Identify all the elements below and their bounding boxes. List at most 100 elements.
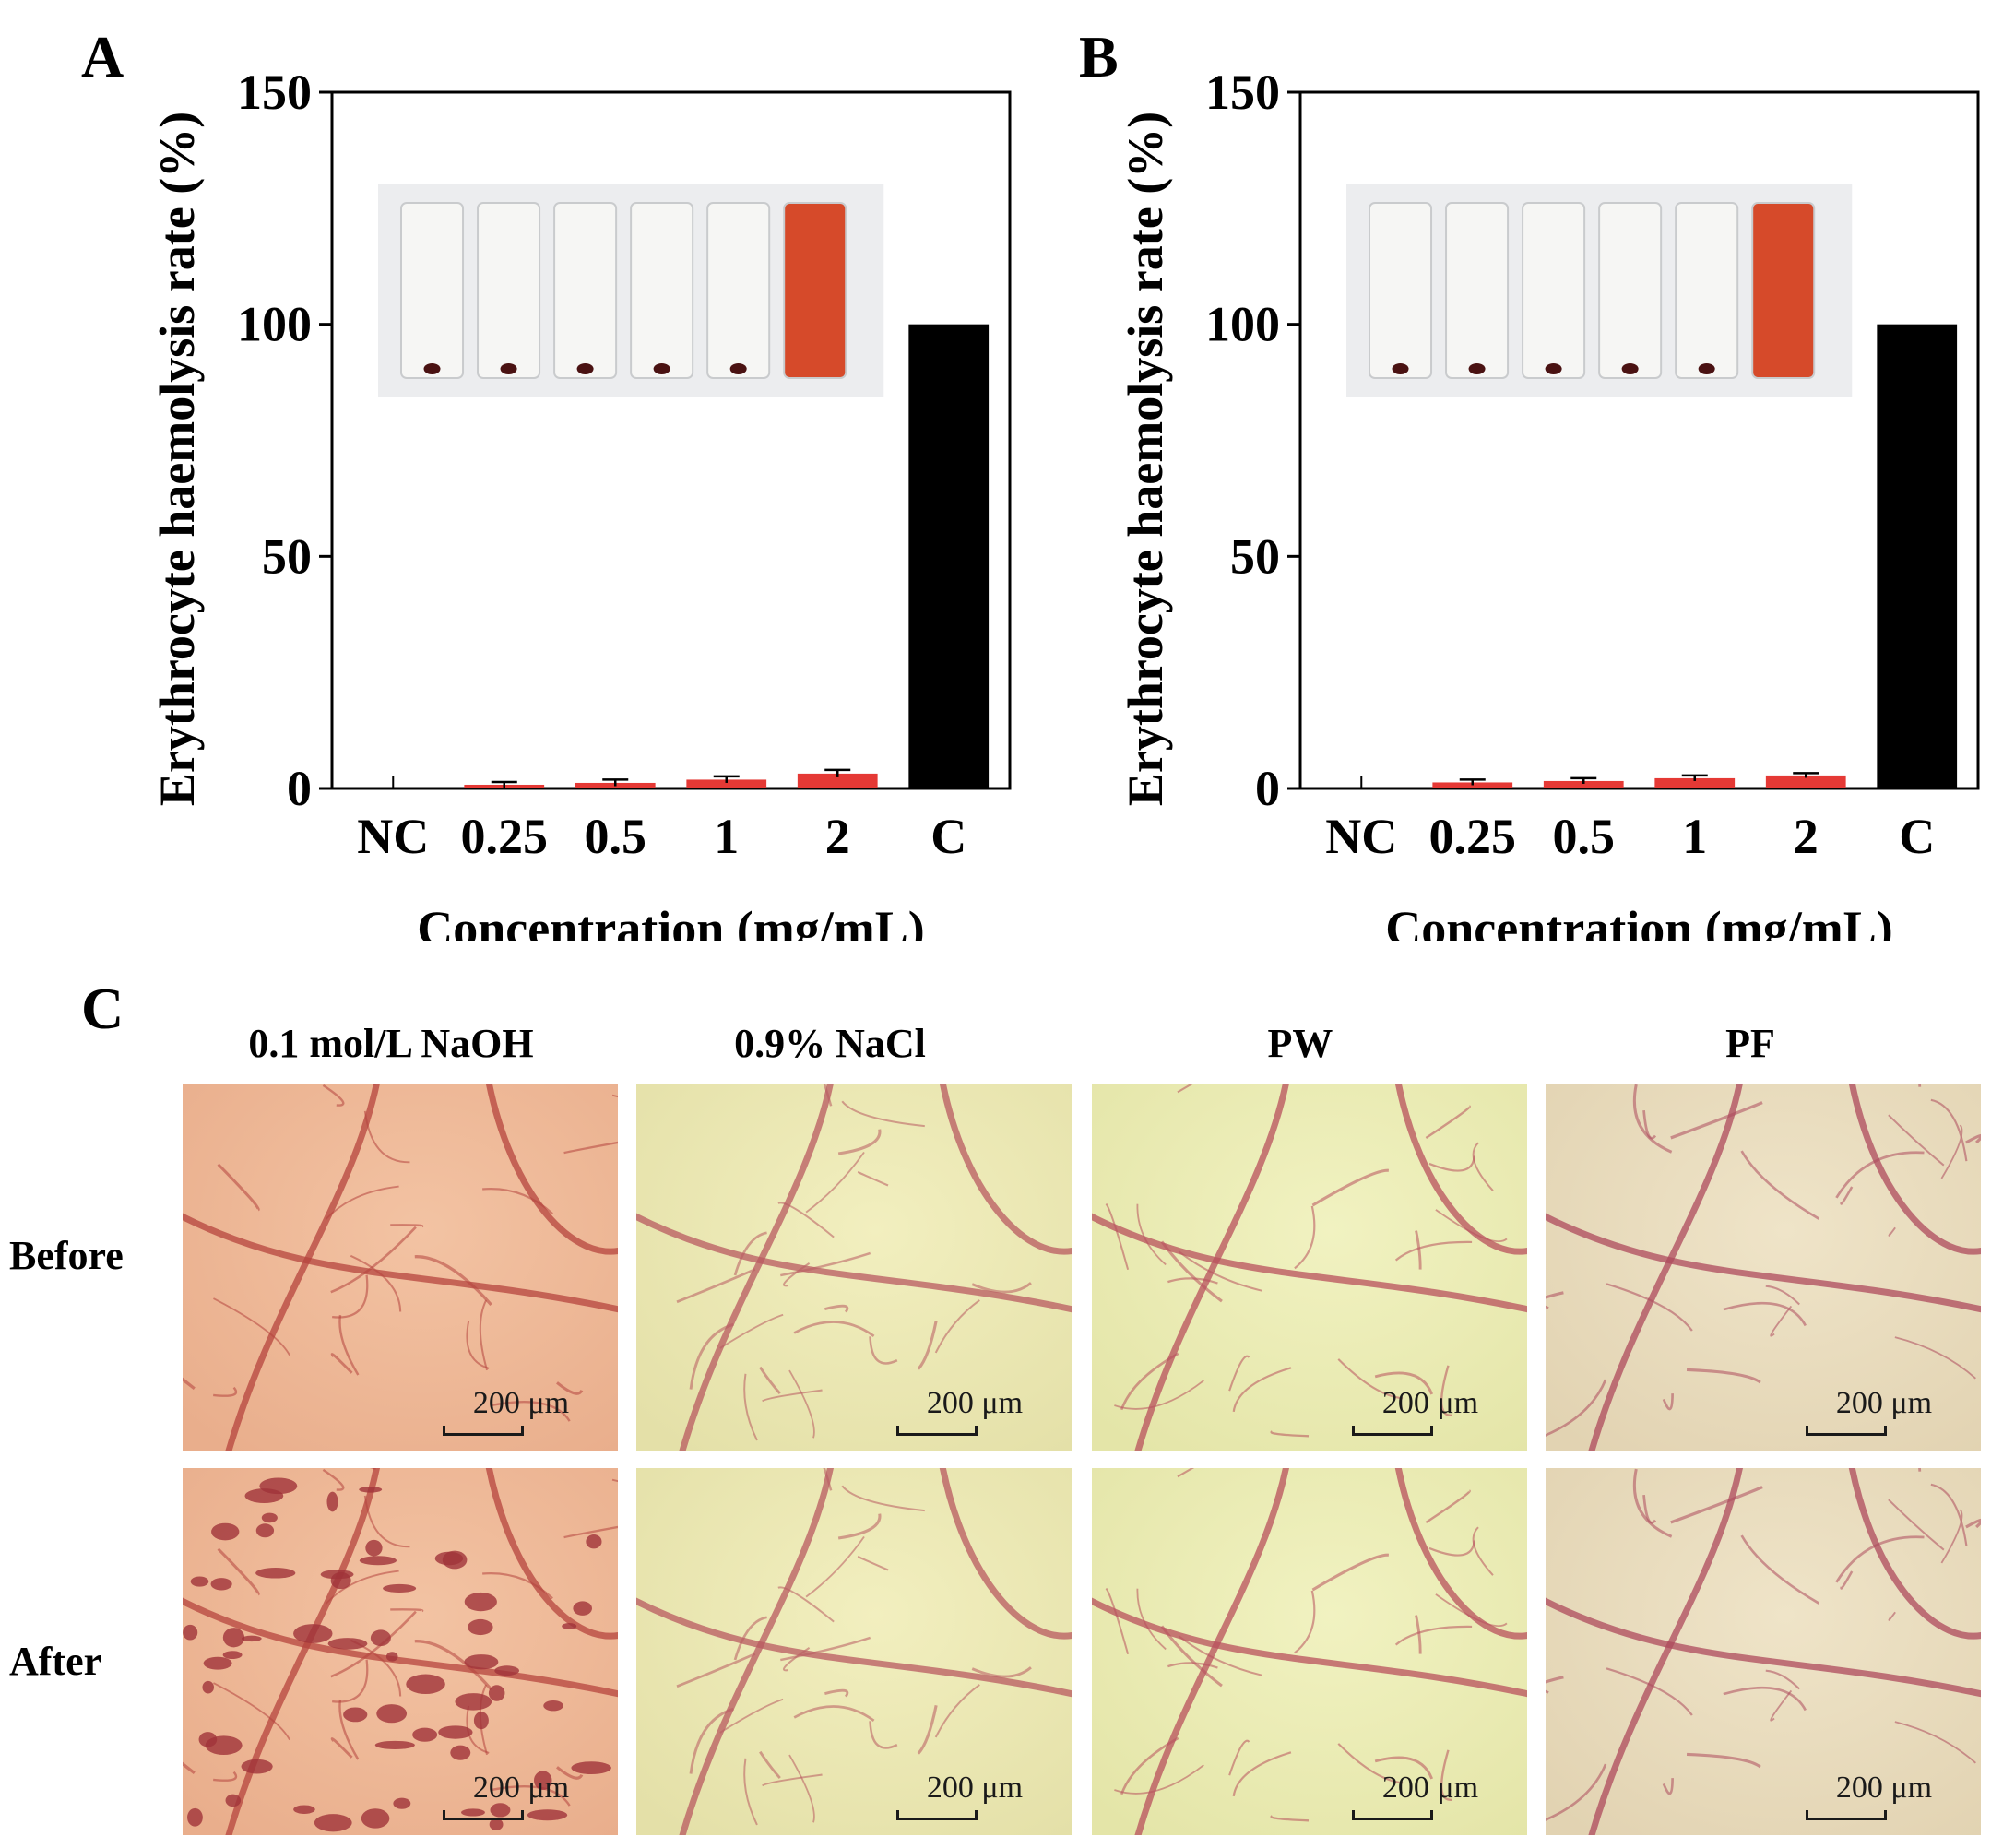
haemorrhage-spot (438, 1725, 473, 1739)
haemorrhage-spot (361, 1808, 390, 1829)
capillary (1740, 1150, 1820, 1220)
capillary (482, 1572, 553, 1600)
panel-label-c: C (81, 976, 124, 1041)
y-tick-label: 150 (1205, 65, 1280, 120)
capillary (330, 1353, 353, 1374)
scale-bar: 200 μm (878, 1386, 1072, 1441)
photo-background (1092, 1468, 1527, 1835)
tube (1751, 202, 1816, 379)
blood-vessel (183, 1213, 618, 1313)
capillary (719, 1698, 784, 1734)
haemorrhage-spot (376, 1704, 408, 1724)
rbc-pellet (1621, 363, 1639, 374)
capillary (1888, 1499, 1945, 1551)
capillary (1642, 1109, 1657, 1140)
cam-photo: 200 μm (183, 1084, 618, 1451)
capillary (1136, 1588, 1167, 1651)
capillary (1105, 1202, 1130, 1271)
haemorrhage-spot (562, 1622, 577, 1629)
capillary (1642, 1494, 1657, 1524)
scale-bar-label: 200 μm (926, 1386, 1024, 1420)
blood-vessel (1848, 1468, 1981, 1640)
tube (1598, 202, 1663, 379)
column-title-nacl: 0.9% NaCl (734, 1021, 926, 1066)
y-axis-title: Erythrocyte haemolysis rate (%) (149, 112, 205, 806)
capillary (857, 1556, 889, 1571)
x-tick-label: 0.5 (1553, 809, 1616, 864)
scale-bar-line (1806, 1810, 1887, 1820)
capillary (1930, 1483, 1968, 1546)
rbc-pellet (653, 363, 670, 374)
haemorrhage-spot (461, 1808, 485, 1817)
capillary (414, 1640, 492, 1691)
blood-vessel (1394, 1468, 1527, 1640)
cam-photo: 200 μm (1092, 1084, 1527, 1451)
tube (706, 202, 771, 379)
photo-background (1546, 1084, 1981, 1451)
blood-vessel (1134, 1084, 1289, 1451)
tube (1522, 202, 1586, 379)
capillary (824, 1688, 849, 1698)
haemorrhage-spot (586, 1534, 602, 1549)
capillary (213, 1771, 238, 1782)
cam-photo-image (1092, 1084, 1527, 1451)
bar (797, 773, 878, 788)
x-tick-label: 2 (825, 809, 850, 864)
haemorrhage-spot (455, 1693, 492, 1711)
haemorrhage-spot (244, 1488, 284, 1504)
capillary (783, 1647, 811, 1672)
bar (908, 324, 990, 788)
capillary (1114, 1764, 1204, 1795)
capillary (1662, 1393, 1674, 1411)
x-tick-label: 0.25 (1429, 809, 1517, 864)
capillary (213, 1682, 290, 1741)
capillary (917, 1705, 938, 1755)
blood-vessel (679, 1084, 834, 1451)
capillary (332, 1659, 369, 1703)
capillary (1930, 1098, 1968, 1162)
capillary (917, 1321, 938, 1370)
blood-vessel (485, 1468, 618, 1640)
capillary (1177, 1468, 1195, 1478)
y-tick-label: 0 (287, 761, 312, 816)
capillary (1894, 1721, 1976, 1764)
capillary (689, 1322, 734, 1390)
capillary (1232, 1751, 1292, 1797)
capillary (823, 1084, 833, 1107)
capillary (759, 1750, 781, 1779)
panel-label-a: A (81, 24, 124, 89)
scale-bar-label: 200 μm (1381, 1771, 1479, 1805)
cam-photo-image (1546, 1084, 1981, 1451)
haemorrhage-spot (385, 1652, 398, 1662)
capillary (1425, 1489, 1471, 1523)
x-tick-label: 2 (1794, 809, 1819, 864)
capillary (466, 1705, 490, 1754)
scale-bar-line (443, 1426, 524, 1436)
capillary (1428, 1540, 1475, 1557)
tube (477, 202, 541, 379)
capillary (805, 1535, 865, 1598)
inset-tube-photo (378, 184, 884, 397)
capillary (390, 1224, 424, 1228)
haemorrhage-spot (327, 1638, 368, 1650)
cam-photo: 200 μm (183, 1468, 618, 1835)
haemorrhage-spot (468, 1618, 493, 1636)
capillary (1888, 1226, 1896, 1237)
capillary (743, 1758, 758, 1826)
capillary (213, 1297, 290, 1356)
plot-frame (1298, 90, 1980, 790)
blood-vessel (1092, 1597, 1527, 1698)
haemorrhage-spot (473, 1712, 489, 1730)
haemorrhage-spot (573, 1601, 592, 1616)
scale-bar-line (1352, 1426, 1433, 1436)
capillary (733, 1616, 767, 1661)
scale-bar-line (1352, 1810, 1433, 1820)
haemorrhage-spot (222, 1651, 243, 1660)
x-tick-label: 0.5 (585, 809, 647, 864)
x-axis-title: Concentration (mg/mL) (417, 901, 924, 941)
y-tick-label: 100 (237, 297, 312, 352)
capillary (330, 1226, 417, 1294)
tube (630, 202, 694, 379)
capillary (1546, 1291, 1564, 1299)
haemorrhage-spot (326, 1491, 338, 1512)
